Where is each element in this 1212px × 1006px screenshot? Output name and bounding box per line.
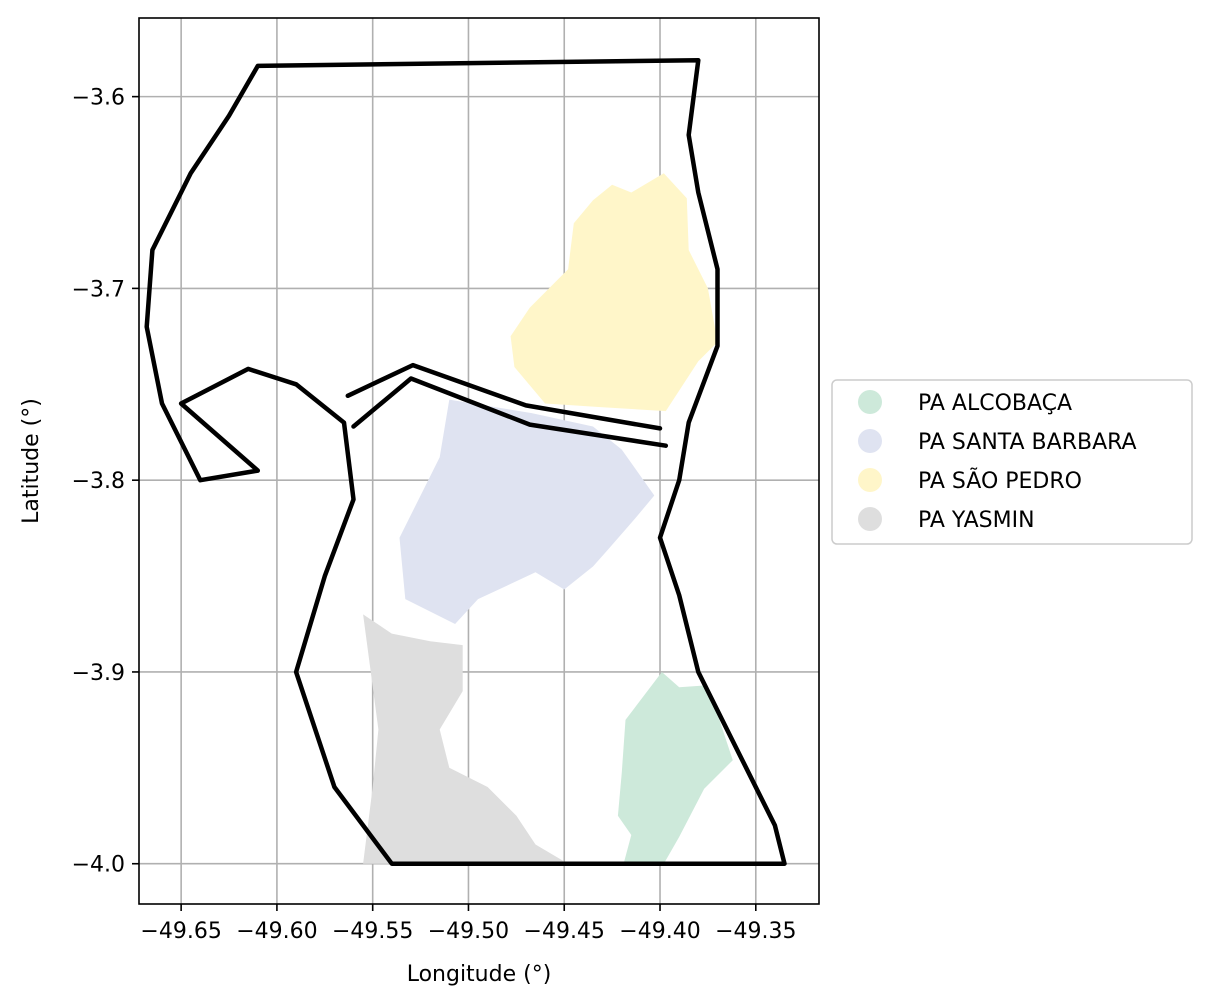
legend-label: PA YASMIN xyxy=(918,508,1035,533)
boundary-outer xyxy=(144,57,787,866)
boundary-divider-upper xyxy=(345,362,663,431)
region-pa-s-o-pedro xyxy=(510,173,718,412)
legend: PA ALCOBAÇA PA SANTA BARBARA PA SÃO PEDRO P… xyxy=(831,379,1193,545)
legend-marker xyxy=(858,390,882,414)
legend-marker xyxy=(858,429,882,453)
y-axis: −3.6 −3.7 −3.8 −3.9 −4.0 xyxy=(72,86,139,878)
x-tick-label: −49.50 xyxy=(428,919,509,944)
legend-label: PA SANTA BARBARA xyxy=(918,430,1137,455)
region-pa-yasmin xyxy=(363,614,569,864)
x-tick-label: −49.35 xyxy=(715,919,796,944)
legend-marker xyxy=(858,468,882,492)
boundary-divider-lower xyxy=(351,376,669,448)
region-layer xyxy=(363,173,733,864)
x-axis-label: Longitude (°) xyxy=(407,962,552,987)
x-tick-label: −49.65 xyxy=(140,919,221,944)
region-pa-alcoba-a xyxy=(617,672,733,864)
region-pa-santa-barbara xyxy=(399,399,655,624)
y-tick-label: −3.9 xyxy=(72,661,125,686)
legend-label: PA ALCOBAÇA xyxy=(918,391,1072,416)
x-tick-label: −49.40 xyxy=(619,919,700,944)
y-tick-label: −3.6 xyxy=(72,86,125,111)
legend-marker xyxy=(858,507,882,531)
legend-box xyxy=(831,379,1193,545)
y-tick-label: −4.0 xyxy=(72,853,125,878)
x-tick-label: −49.55 xyxy=(332,919,413,944)
x-axis: −49.65 −49.60 −49.55 −49.50 −49.45 −49.40 −49.… xyxy=(140,904,796,944)
legend-label: PA SÃO PEDRO xyxy=(918,467,1082,494)
plot-frame xyxy=(138,17,820,905)
y-axis-label: Latitude (°) xyxy=(19,398,44,524)
y-tick-label: −3.7 xyxy=(72,277,125,302)
x-tick-label: −49.60 xyxy=(236,919,317,944)
boundary-layer xyxy=(144,57,787,866)
y-tick-label: −3.8 xyxy=(72,469,125,494)
x-tick-label: −49.45 xyxy=(524,919,605,944)
